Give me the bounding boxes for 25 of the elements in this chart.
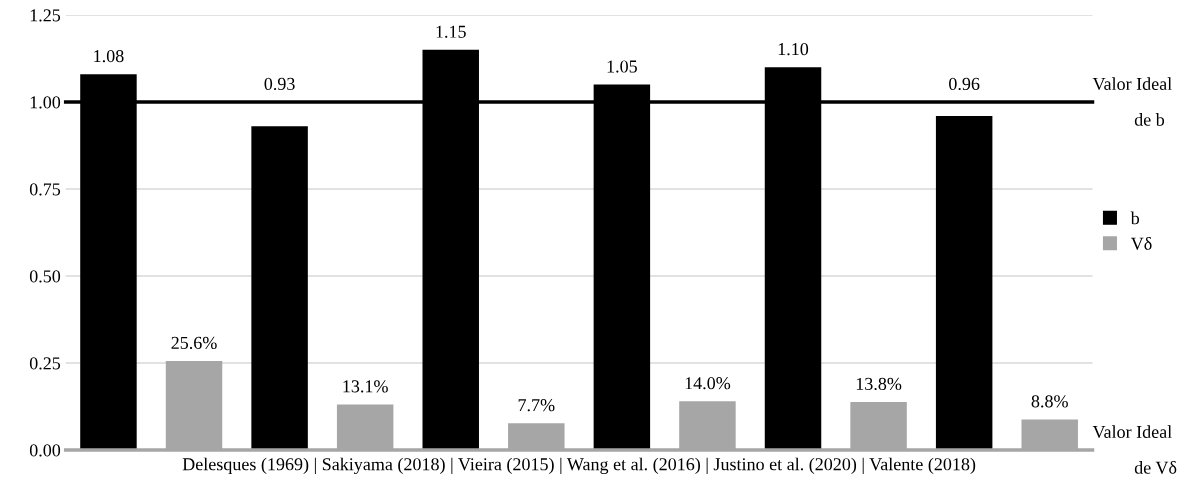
y-tick-label: 1.00 — [30, 96, 61, 109]
text: Valor Ideal de Vδ — [1092, 425, 1177, 474]
legend-label: Vδ — [1130, 237, 1152, 250]
data-label: 14.0% — [685, 377, 731, 390]
data-label: 7.7% — [518, 399, 555, 412]
data-label: 0.96 — [949, 77, 980, 91]
data-label: 1.10 — [778, 43, 809, 56]
bar — [935, 115, 993, 450]
data-label: 0.93 — [264, 77, 295, 91]
y-tick-label: 0.50 — [29, 270, 61, 283]
y-tick-label: 0.00 — [29, 444, 61, 457]
data-label: 13.1% — [343, 380, 388, 393]
data-label: 8.8% — [1031, 395, 1068, 408]
y-tick-label: 0.25 — [29, 357, 61, 370]
bar — [251, 126, 308, 450]
data-label: 25.6% — [171, 336, 217, 349]
data-label: 13.8% — [856, 377, 902, 391]
y-tick-label: 0.75 — [29, 183, 61, 196]
x-axis-title: Delesques (1969) | Sakiyama (2018) | Vieira (2015) | Wang et al. (2016) | Justino et al. (2020) | Valente (2018) — [182, 457, 976, 475]
y-tick-label: 1.25 — [30, 9, 61, 22]
legend-label: b — [1130, 211, 1140, 225]
data-label: 1.05 — [607, 60, 637, 73]
text: Valor Ideal de b — [1092, 77, 1172, 126]
data-label: 1.08 — [94, 49, 124, 63]
data-label: 1.15 — [436, 25, 466, 38]
